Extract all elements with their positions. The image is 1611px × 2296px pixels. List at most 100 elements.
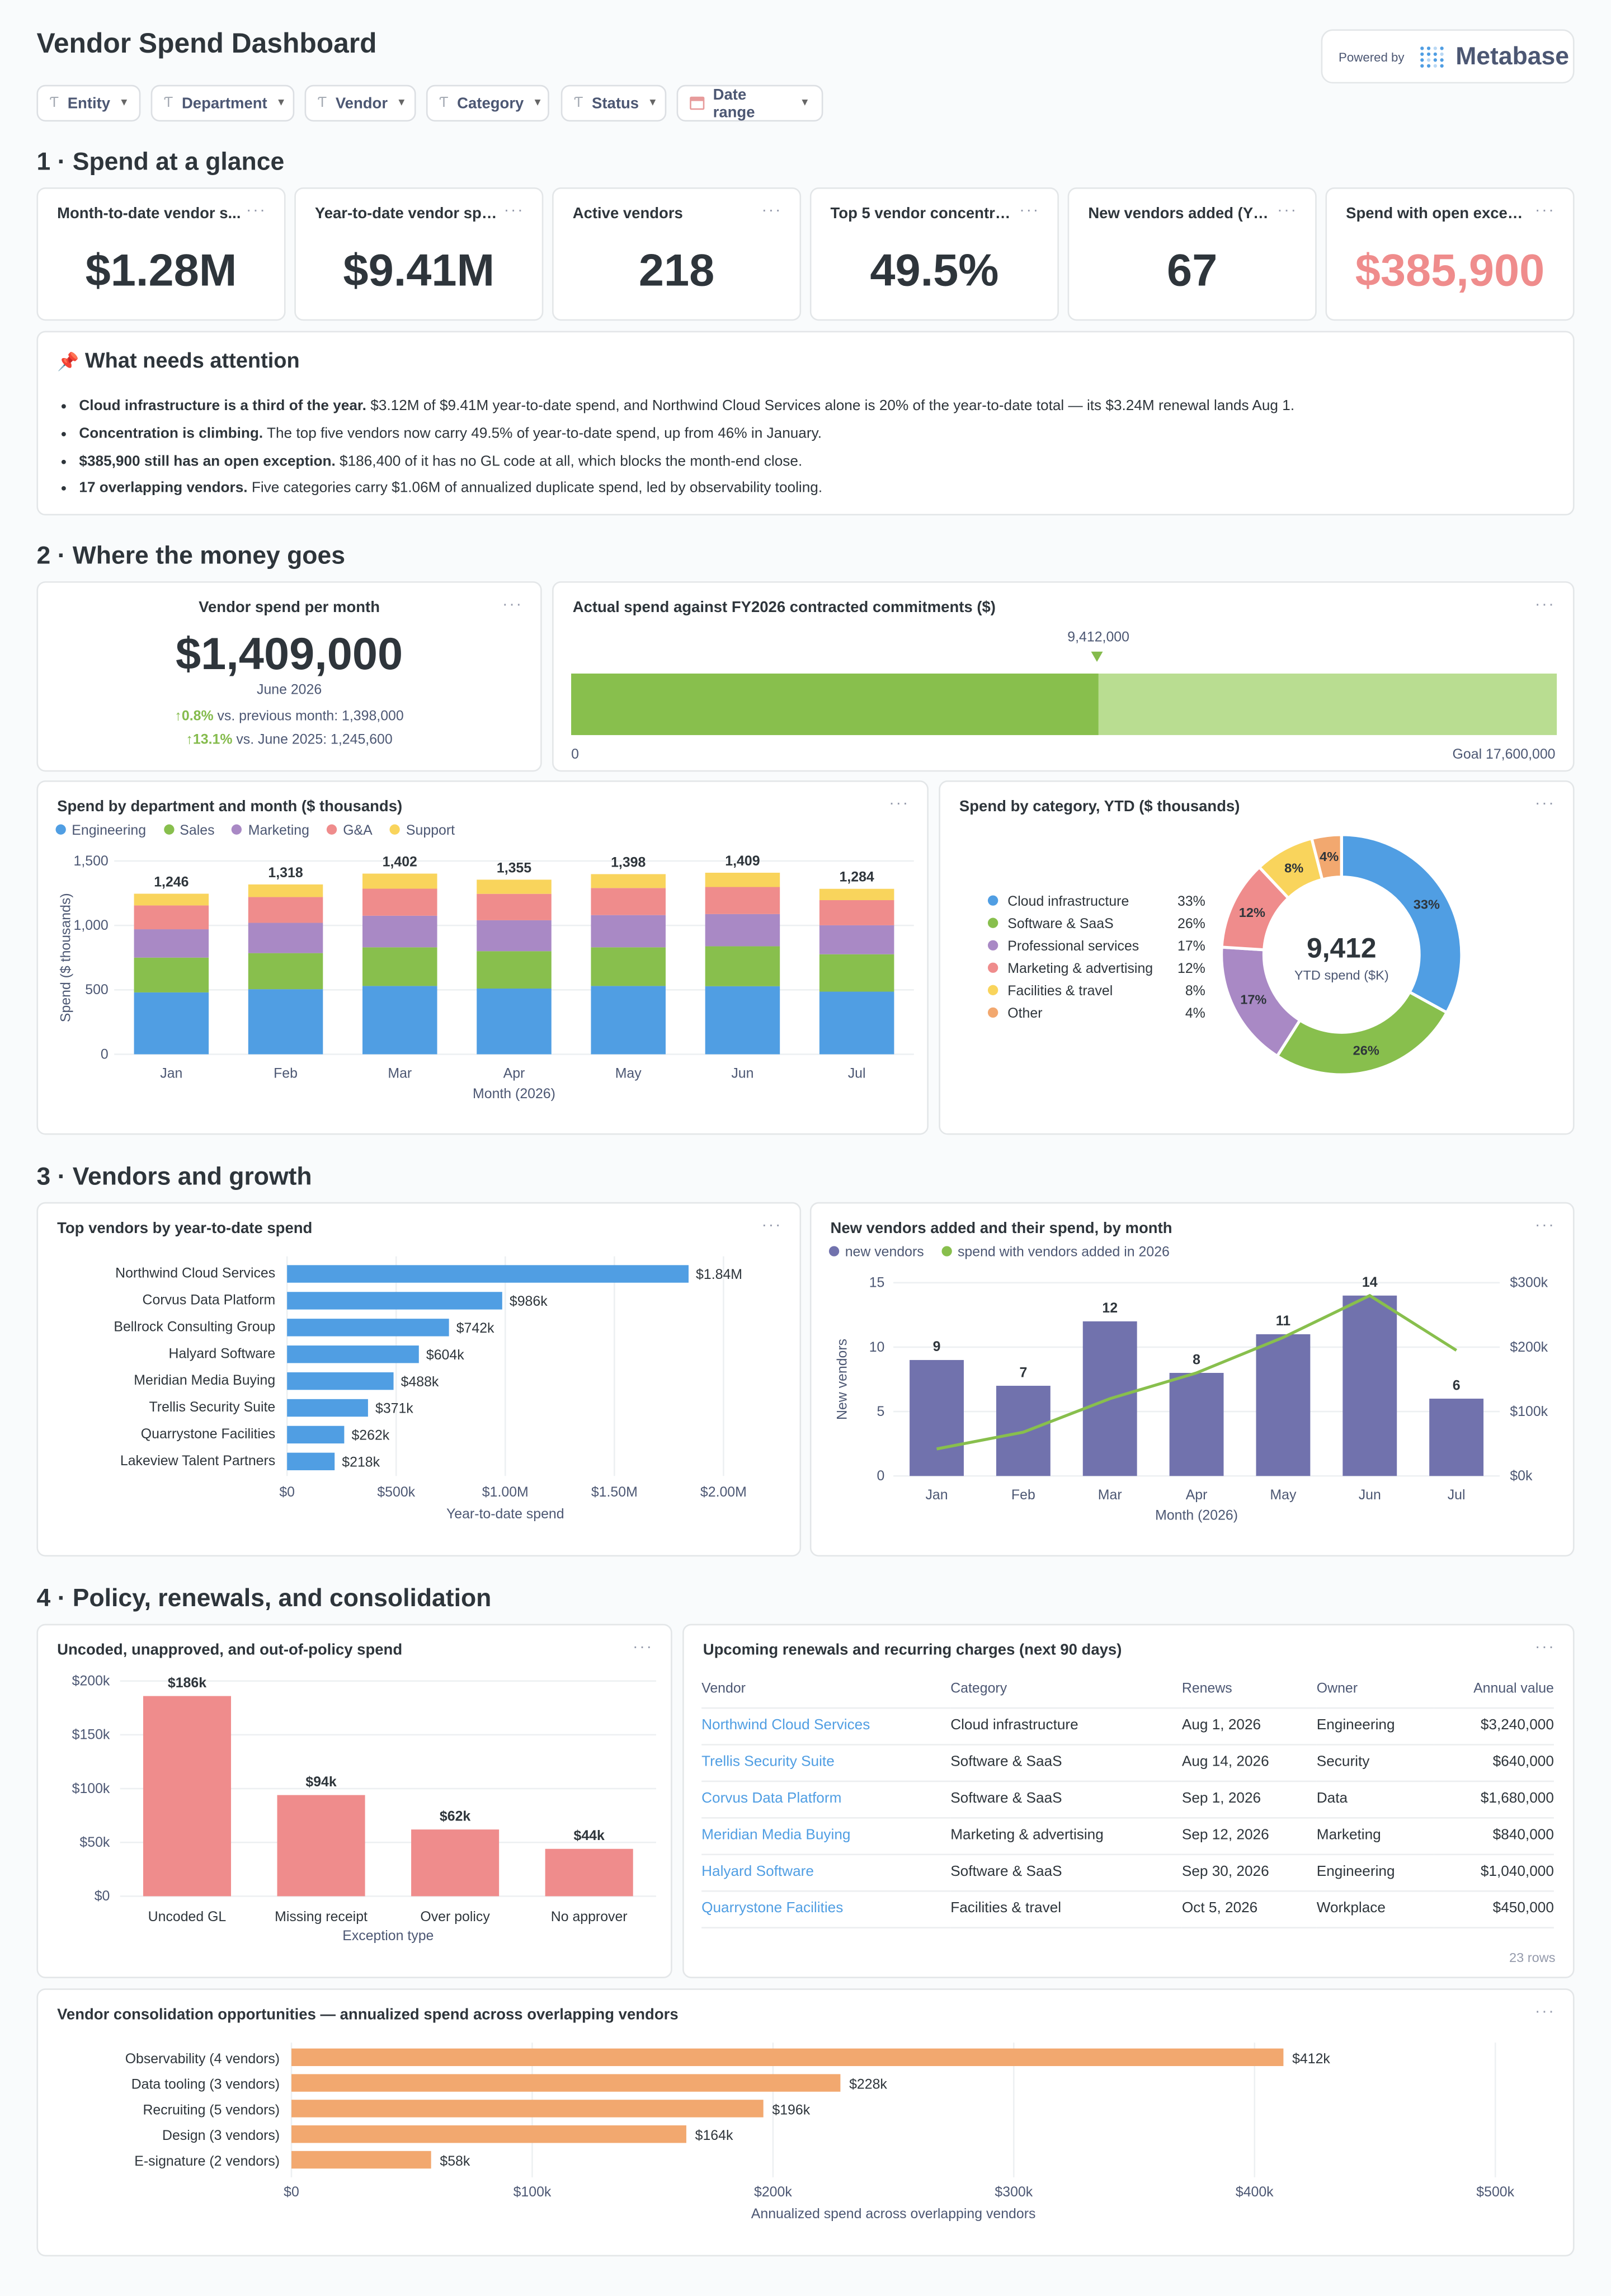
cell-vendor-link[interactable]: Meridian Media Buying — [701, 1817, 951, 1855]
table-row[interactable]: Northwind Cloud Services Cloud infrastruc… — [701, 1707, 1554, 1745]
bar-segment-marketing[interactable] — [705, 914, 780, 947]
card-menu-icon[interactable]: ··· — [502, 596, 523, 614]
donut-slice[interactable] — [1340, 833, 1463, 1015]
exception-bar[interactable] — [545, 1848, 633, 1897]
vendor-bar[interactable] — [287, 1345, 419, 1363]
top-vendors-chart-card[interactable]: Top vendors by year-to-date spend ··· $0… — [36, 1202, 803, 1558]
bar-segment-support[interactable] — [134, 893, 209, 906]
department-chart-card[interactable]: Spend by department and month ($ thousan… — [36, 780, 930, 1136]
bar-segment-support[interactable] — [591, 874, 666, 888]
bar-segment-engineering[interactable] — [477, 988, 552, 1055]
filter-date-range[interactable]: Date range ▼ — [676, 84, 823, 122]
bar-segment-ga[interactable] — [362, 888, 437, 916]
legend-dot[interactable] — [987, 985, 998, 995]
filter-entity[interactable]: Ƭ Entity ▼ — [36, 84, 141, 122]
monthly-spend-card[interactable]: Vendor spend per month ··· $1,409,000 Ju… — [36, 581, 542, 772]
legend-item-spend-new-vendors[interactable]: spend with vendors added in 2026 — [941, 1245, 1170, 1260]
new-vendors-bar[interactable] — [910, 1359, 964, 1476]
vendor-bar[interactable] — [287, 1452, 335, 1471]
bar-segment-engineering[interactable] — [819, 991, 894, 1055]
column-header-category[interactable]: Category — [950, 1672, 1182, 1709]
legend-item-new-vendors[interactable]: new vendors — [828, 1245, 924, 1260]
kpi-card-active-vendors[interactable]: Active vendors ··· 218 — [552, 187, 802, 321]
consolidation-bar[interactable] — [291, 2125, 686, 2143]
new-vendors-bar[interactable] — [1342, 1295, 1397, 1476]
filter-status[interactable]: Ƭ Status ▼ — [560, 84, 667, 122]
bar-segment-sales[interactable] — [705, 946, 780, 986]
bar-segment-ga[interactable] — [477, 893, 552, 920]
filter-vendor[interactable]: Ƭ Vendor ▼ — [304, 84, 416, 122]
exceptions-bar-chart[interactable]: $0 $50k $100k $150k $200k $186k Uncoded GL $94k… — [38, 1625, 673, 1979]
new-vendors-combo-chart[interactable]: 0 $0k 5 $100k 10 $200k 15 $300k 9 Jan 7 Feb 12 Mar 8 Ap… — [811, 1203, 1576, 1558]
consolidation-bar[interactable] — [291, 2100, 764, 2118]
legend-item-ga[interactable]: G&A — [327, 823, 373, 839]
bar-segment-engineering[interactable] — [591, 986, 666, 1055]
card-menu-icon[interactable]: ··· — [1534, 2003, 1556, 2021]
legend-item-support[interactable]: Support — [390, 823, 455, 839]
powered-by-badge[interactable]: Powered by Metabase — [1321, 29, 1575, 84]
bar-segment-marketing[interactable] — [248, 923, 323, 953]
legend-item-sales[interactable]: Sales — [163, 823, 215, 839]
card-menu-icon[interactable]: ··· — [503, 202, 525, 220]
vendor-bar[interactable] — [287, 1319, 449, 1337]
table-row[interactable]: Quarrystone Facilities Facilities & trave… — [701, 1890, 1554, 1928]
filter-category[interactable]: Ƭ Category ▼ — [426, 84, 549, 122]
bar-segment-ga[interactable] — [705, 887, 780, 914]
cell-vendor-link[interactable]: Corvus Data Platform — [701, 1780, 951, 1818]
card-menu-icon[interactable]: ··· — [633, 1638, 653, 1657]
cell-vendor-link[interactable]: Halyard Software — [701, 1853, 951, 1892]
bar-segment-marketing[interactable] — [134, 929, 209, 958]
bar-segment-sales[interactable] — [362, 947, 437, 986]
bar-segment-support[interactable] — [477, 879, 552, 894]
card-menu-icon[interactable]: ··· — [1534, 202, 1556, 220]
card-menu-icon[interactable]: ··· — [761, 202, 783, 220]
vendor-bar[interactable] — [287, 1292, 502, 1310]
cell-vendor-link[interactable]: Northwind Cloud Services — [701, 1707, 951, 1745]
department-stacked-bar-chart[interactable]: 0 500 1,000 1,500 1,246 Jan 1,318 Feb 1,402 Mar 1,… — [38, 782, 930, 1136]
table-row[interactable]: Meridian Media Buying Marketing & adverti… — [701, 1817, 1554, 1855]
bar-segment-support[interactable] — [248, 884, 323, 897]
kpi-card-ytd-spend[interactable]: Year-to-date vendor spe... ··· $9.41M — [294, 187, 544, 321]
vendor-bar[interactable] — [287, 1372, 394, 1390]
bar-segment-sales[interactable] — [477, 951, 552, 989]
commitment-progress-card[interactable]: Actual spend against FY2026 contracted c… — [552, 581, 1575, 772]
exception-bar[interactable] — [411, 1829, 500, 1897]
bar-segment-marketing[interactable] — [362, 915, 437, 948]
card-menu-icon[interactable]: ··· — [1534, 596, 1556, 614]
column-header-owner[interactable]: Owner — [1316, 1672, 1434, 1709]
legend-item-marketing[interactable]: Marketing — [232, 823, 309, 839]
vendor-bar[interactable] — [287, 1265, 689, 1283]
exception-bar[interactable] — [277, 1795, 365, 1897]
exception-bar[interactable] — [143, 1696, 232, 1897]
bar-segment-sales[interactable] — [134, 957, 209, 992]
cell-vendor-link[interactable]: Trellis Security Suite — [701, 1744, 951, 1781]
bar-segment-sales[interactable] — [591, 947, 666, 986]
donut-slice[interactable] — [1275, 990, 1449, 1076]
kpi-card-mtd-spend[interactable]: Month-to-date vendor s... ··· $1.28M — [36, 187, 286, 321]
kpi-card-open-exceptions[interactable]: Spend with open excepti... ··· $385,900 — [1325, 187, 1575, 321]
kpi-card-new-vendors[interactable]: New vendors added (YTD) ··· 67 — [1067, 187, 1317, 321]
bar-segment-ga[interactable] — [248, 897, 323, 923]
card-menu-icon[interactable]: ··· — [1277, 202, 1298, 220]
legend-dot[interactable] — [987, 918, 998, 928]
filter-department[interactable]: Ƭ Department ▼ — [150, 84, 295, 122]
bar-segment-ga[interactable] — [591, 888, 666, 915]
bar-segment-engineering[interactable] — [248, 989, 323, 1055]
bar-segment-support[interactable] — [705, 872, 780, 887]
bar-segment-engineering[interactable] — [134, 992, 209, 1055]
new-vendors-bar[interactable] — [1256, 1334, 1311, 1476]
category-donut-chart[interactable]: 33% Cloud infrastructure 33% 26% Software & … — [940, 782, 1576, 1136]
bar-segment-ga[interactable] — [134, 905, 209, 930]
consolidation-chart-card[interactable]: Vendor consolidation opportunities — ann… — [36, 1988, 1575, 2257]
top-vendors-bar-chart[interactable]: $0 $500k $1.00M $1.50M $2.00M Northwind Cloud… — [38, 1203, 803, 1558]
bar-segment-marketing[interactable] — [819, 925, 894, 954]
bar-segment-engineering[interactable] — [362, 986, 437, 1055]
card-menu-icon[interactable]: ··· — [1019, 202, 1040, 220]
bar-segment-ga[interactable] — [819, 900, 894, 925]
card-menu-icon[interactable]: ··· — [889, 795, 910, 813]
new-vendors-chart-card[interactable]: New vendors added and their spend, by mo… — [809, 1202, 1576, 1558]
column-header-vendor[interactable]: Vendor — [701, 1672, 951, 1709]
card-menu-icon[interactable]: ··· — [1534, 1638, 1556, 1657]
exceptions-chart-card[interactable]: Uncoded, unapproved, and out-of-policy s… — [36, 1624, 672, 1978]
category-chart-card[interactable]: Spend by category, YTD ($ thousands) ···… — [939, 780, 1576, 1136]
